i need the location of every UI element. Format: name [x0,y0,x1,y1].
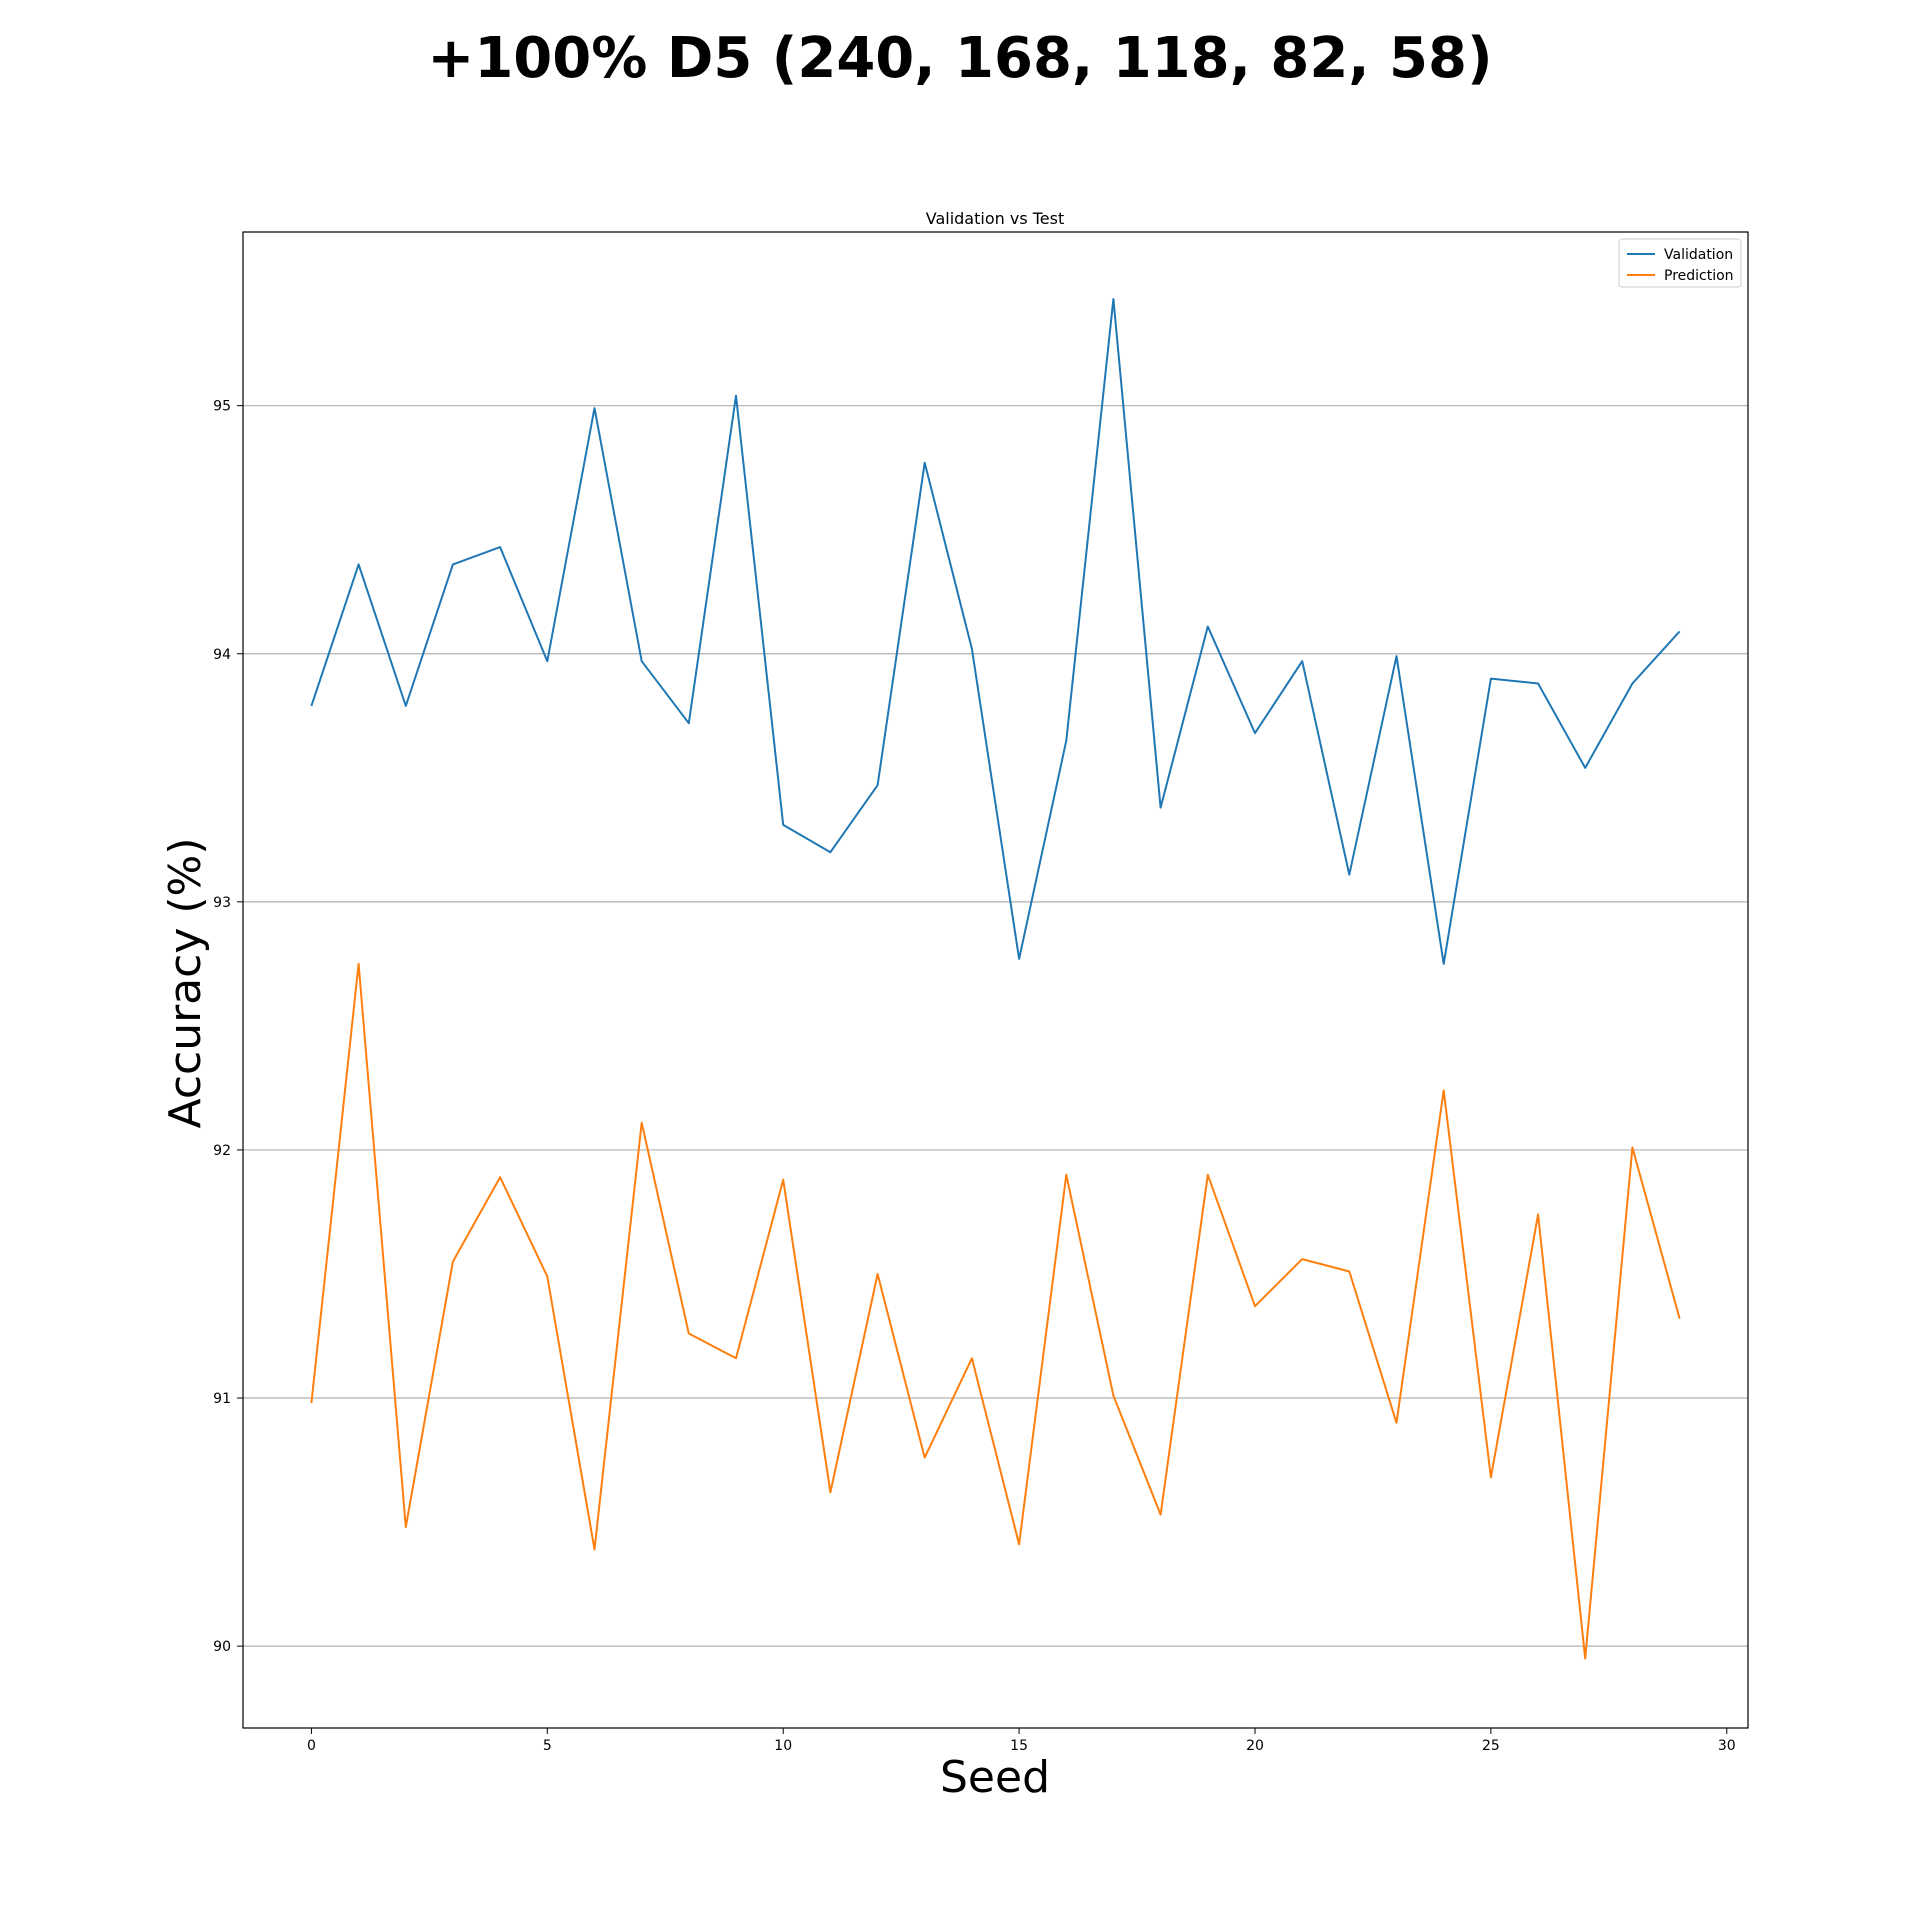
y-axis-label: Accuracy (%) [160,837,211,1128]
plot-title: Validation vs Test [926,209,1065,228]
x-tick-label: 15 [1010,1738,1028,1754]
y-axis-ticks: 90 91 92 93 94 95 [213,399,243,1655]
x-tick-label: 20 [1246,1738,1264,1754]
y-tick-label: 92 [213,1143,231,1159]
plot-frame [242,231,1749,1729]
x-axis-ticks: 0 5 10 15 20 25 30 [307,1728,1736,1754]
x-tick-label: 30 [1718,1738,1736,1754]
legend: Validation Prediction [1618,238,1742,288]
series-line-validation [310,298,1681,965]
legend-label: Prediction [1664,268,1734,284]
x-tick-label: 25 [1482,1738,1500,1754]
x-tick-label: 0 [307,1738,316,1754]
y-tick-label: 95 [213,399,231,415]
y-tick-label: 91 [213,1391,231,1407]
x-tick-label: 5 [543,1738,552,1754]
y-tick-label: 93 [213,895,231,911]
legend-label: Validation [1664,247,1733,263]
y-tick-label: 94 [213,647,231,663]
gridlines [243,405,1748,1647]
series-line-prediction [310,962,1681,1660]
x-tick-label: 10 [774,1738,792,1754]
y-tick-label: 90 [213,1639,231,1655]
x-axis-label: Seed [940,1752,1050,1803]
figure-title: +100% D5 (240, 168, 118, 82, 58) [427,26,1493,91]
series-lines [310,298,1681,1660]
